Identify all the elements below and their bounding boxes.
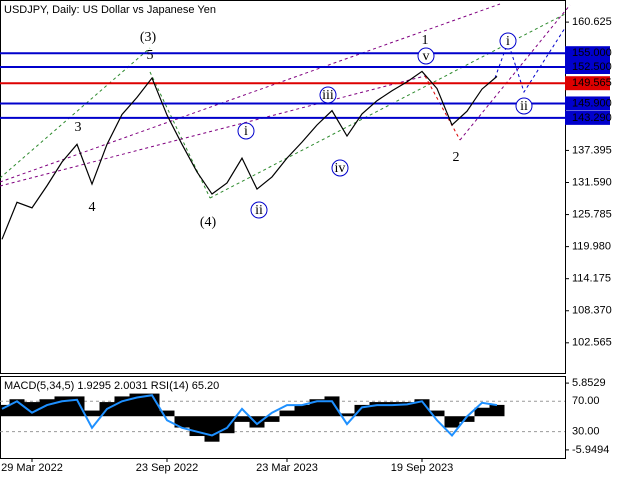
macd-bar	[459, 416, 475, 422]
level-label-box	[565, 46, 610, 61]
level-label: 155.000	[572, 47, 612, 59]
wave-label: (3)	[140, 30, 157, 45]
macd-bar	[489, 404, 505, 417]
wave-circle	[237, 122, 255, 140]
wave-label: 1	[422, 33, 429, 48]
wave-label: 2	[453, 150, 460, 165]
y2-tick-label: 30.00	[572, 426, 600, 438]
trend-line	[424, 75, 461, 141]
trend-line	[459, 4, 571, 141]
macd-bar	[24, 402, 40, 417]
trend-line	[0, 75, 426, 187]
macd-bar	[84, 410, 100, 417]
trend-line	[0, 3, 501, 183]
level-label-box	[565, 76, 610, 91]
macd-bar	[414, 399, 430, 417]
wave-circle	[250, 201, 268, 219]
macd-bar	[249, 416, 265, 428]
macd-bar	[339, 413, 355, 417]
wave-label: i	[506, 34, 510, 49]
macd-bar	[444, 416, 460, 428]
y-tick-label: -5.9494	[572, 444, 609, 456]
macd-bar	[354, 404, 370, 417]
y-tick-label: 108.370	[572, 305, 612, 317]
level-label: 152.500	[572, 61, 612, 73]
wave-circle	[499, 32, 517, 50]
wave-label: 5	[147, 48, 154, 63]
projection-line	[494, 27, 566, 94]
indicator-panel-frame	[0, 376, 566, 459]
macd-bar	[264, 416, 280, 422]
wave-label: (4)	[200, 215, 217, 230]
x-tick-label: 23 Mar 2023	[256, 462, 318, 474]
level-label-box	[565, 96, 610, 111]
wave-circle	[319, 86, 337, 104]
macd-bar	[474, 407, 490, 417]
price-panel-frame	[0, 0, 566, 374]
y-tick-label: 114.175	[572, 273, 611, 285]
wave-label: iv	[335, 161, 346, 176]
macd-bar	[159, 410, 175, 417]
macd-bar	[204, 416, 220, 442]
x-tick-label: 29 Mar 2022	[1, 462, 63, 474]
macd-bar	[399, 402, 415, 417]
macd-bar	[0, 404, 10, 417]
macd-bar	[54, 396, 70, 417]
trend-line	[209, 13, 566, 199]
macd-bar	[324, 396, 340, 417]
y-tick-label: 125.785	[572, 208, 612, 220]
macd-bar	[429, 410, 445, 417]
wave-circle	[417, 47, 435, 65]
rsi-line	[1, 394, 498, 437]
wave-label: 4	[89, 200, 96, 215]
macd-bar	[144, 393, 160, 417]
wave-circle	[515, 97, 533, 115]
wave-label: 3	[75, 120, 82, 135]
x-tick-label: 23 Sep 2022	[136, 462, 198, 474]
indicator-title: MACD(5,34,5) 1.9295 2.0031 RSI(14) 65.20	[4, 380, 219, 392]
level-label: 145.900	[572, 97, 612, 109]
chart-title: USDJPY, Daily: US Dollar vs Japanese Yen	[4, 4, 216, 16]
wave-label: i	[244, 124, 248, 139]
wave-circle	[331, 159, 349, 177]
level-label-box	[565, 110, 610, 125]
y2-tick-label: 70.00	[572, 395, 600, 407]
macd-bar	[309, 399, 325, 417]
y-tick-label: 160.625	[572, 16, 612, 28]
y-tick-label: 131.590	[572, 176, 612, 188]
level-label: 149.565	[572, 77, 612, 89]
wave-label: ii	[255, 203, 263, 218]
wave-label: ii	[520, 99, 528, 114]
y-tick-label: 102.565	[572, 337, 612, 349]
wave-label: iii	[322, 88, 334, 103]
y-tick-label: 5.8529	[572, 377, 606, 389]
x-tick-label: 19 Sep 2023	[391, 462, 453, 474]
macd-bar	[294, 404, 310, 417]
level-label: 143.290	[572, 112, 612, 124]
macd-bar	[174, 416, 190, 428]
macd-bar	[279, 410, 295, 417]
price-line	[1, 70, 498, 240]
wave-label: v	[423, 49, 430, 64]
macd-bar	[234, 416, 250, 422]
y-tick-label: 137.395	[572, 144, 612, 156]
macd-bar	[69, 396, 85, 417]
y-tick-label: 119.980	[572, 241, 611, 253]
level-label-box	[565, 59, 610, 74]
